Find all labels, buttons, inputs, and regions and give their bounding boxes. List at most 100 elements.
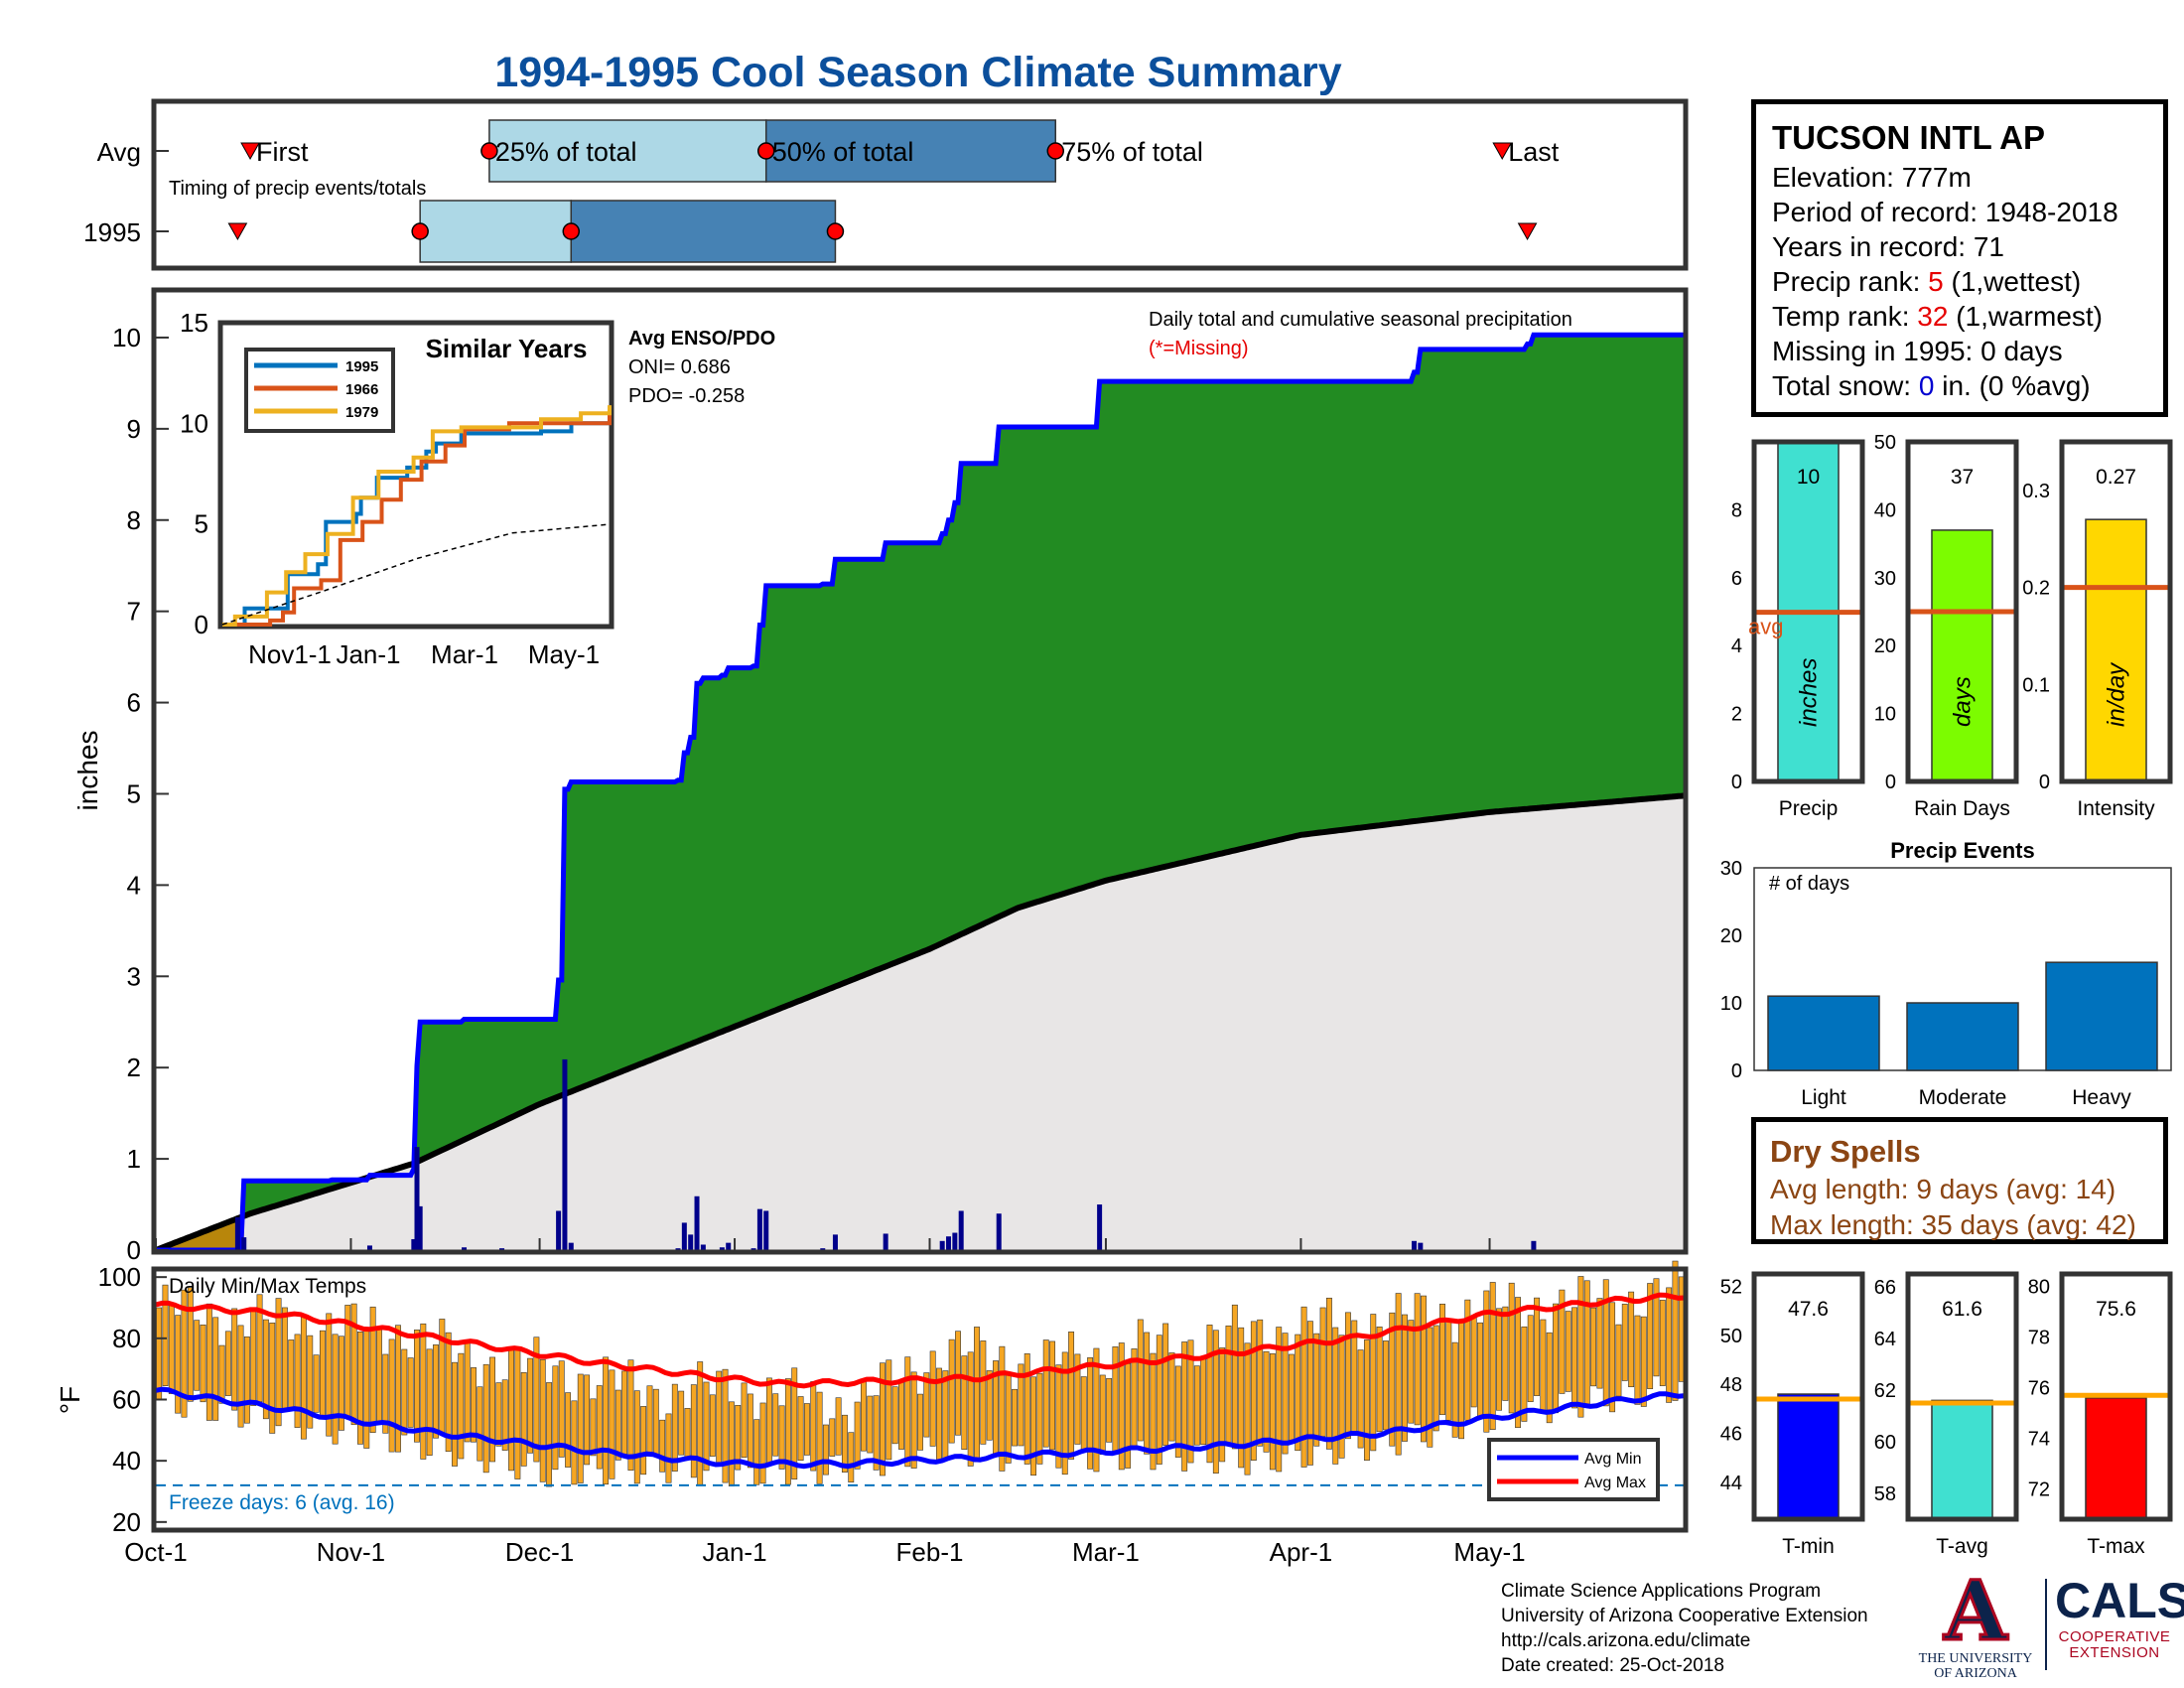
inset-x-tick-label: Nov1-1 <box>248 639 332 669</box>
t-max-y-tick-label: 80 <box>2028 1277 2050 1299</box>
precip-total-y-tick-label: 4 <box>1731 635 1742 657</box>
daily-temp-bar <box>854 1401 861 1470</box>
daily-temp-bar <box>445 1332 452 1453</box>
daily-temp-bar <box>753 1419 760 1485</box>
timing-year-p50-marker <box>562 222 581 240</box>
daily-temp-bar <box>1325 1297 1332 1450</box>
precip-chart-frame <box>151 287 1689 1255</box>
rain-days-units-label: days <box>1950 676 1977 727</box>
daily-temp-bar <box>508 1347 514 1472</box>
precip-total-frame <box>1751 439 1865 784</box>
daily-temp-bar <box>546 1382 553 1487</box>
precip-y-tick-label: 10 <box>112 323 141 352</box>
daily-temp-bar <box>684 1408 691 1460</box>
precip-y-tick-label: 9 <box>127 414 141 444</box>
inset-legend-label: 1995 <box>345 358 378 375</box>
daily-temp-bar <box>1647 1283 1654 1389</box>
timing-row-year-label: 1995 <box>83 217 141 247</box>
events-bar-light <box>1767 995 1880 1071</box>
daily-temp-bar <box>1445 1320 1452 1421</box>
precip-total-value-label: 10 <box>1797 466 1820 489</box>
t-avg-y-tick-label: 62 <box>1874 1380 1896 1402</box>
precip-total-title: Precip <box>1779 797 1839 820</box>
daily-temp-bar <box>652 1388 659 1456</box>
daily-temp-bar <box>690 1384 697 1478</box>
rain-days-bar <box>1931 529 1993 782</box>
inset-y-tick-label: 15 <box>180 308 208 338</box>
t-avg-frame <box>1905 1271 2019 1522</box>
daily-temp-bar <box>1099 1374 1106 1456</box>
daily-temp-bar <box>1546 1332 1553 1424</box>
daily-temp-bar <box>1269 1352 1276 1471</box>
footer-credits: Climate Science Applications Program Uni… <box>1501 1579 1868 1678</box>
daily-temp-bar <box>558 1360 565 1458</box>
daily-temp-bar <box>1055 1364 1062 1469</box>
daily-temp-bar <box>1483 1290 1490 1433</box>
daily-temp-bar <box>407 1357 414 1428</box>
daily-temp-bar <box>923 1372 930 1438</box>
precip-rank-suffix: (1,wettest) <box>1943 266 2082 297</box>
avg-min-legend-label: Avg Min <box>1584 1451 1642 1468</box>
timing-p50-label: 50% of total <box>772 137 914 167</box>
daily-temp-bar <box>1376 1327 1383 1433</box>
timing-avg-p75-marker <box>1046 142 1065 160</box>
daily-temp-bar <box>369 1306 376 1433</box>
temp-rank-line: Temp rank: 32 (1,warmest) <box>1772 299 2147 334</box>
t-avg-y-tick-label: 64 <box>1874 1329 1896 1350</box>
daily-temp-bar <box>1024 1353 1030 1465</box>
t-min-value-label: 47.6 <box>1788 1298 1829 1321</box>
avg-cumulative-area <box>156 795 1685 1250</box>
daily-temp-bar <box>848 1432 855 1483</box>
daily-temp-bar <box>1634 1315 1641 1405</box>
daily-temp-bar <box>1306 1321 1313 1466</box>
daily-temp-bar <box>747 1393 753 1469</box>
daily-temp-bar <box>1433 1325 1439 1432</box>
daily-temp-bar <box>1187 1339 1194 1464</box>
daily-temp-bar <box>243 1336 250 1424</box>
daily-temp-bar <box>224 1331 231 1396</box>
daily-temp-bar <box>633 1390 640 1484</box>
daily-temp-bar <box>1477 1322 1483 1417</box>
t-max-y-tick-label: 74 <box>2028 1429 2050 1451</box>
daily-temp-bar <box>1590 1307 1597 1387</box>
daily-temp-bar <box>1602 1279 1609 1407</box>
t-max-value-label: 75.6 <box>2096 1298 2136 1321</box>
daily-precip-bar <box>462 1247 468 1250</box>
avg-max-line <box>155 1292 1686 1389</box>
timing-panel: Avg 1995 Timing of precip events/totals … <box>83 98 1689 271</box>
daily-temp-bar <box>275 1298 282 1427</box>
daily-precip-bar <box>939 1240 945 1250</box>
t-min-y-tick-label: 52 <box>1720 1276 1742 1298</box>
daily-temp-bar <box>1225 1325 1232 1446</box>
daily-temp-bar <box>986 1370 993 1441</box>
daily-temp-bar <box>1030 1376 1037 1477</box>
daily-temp-bar <box>829 1418 836 1457</box>
intensity-value-label: 0.27 <box>2096 466 2136 489</box>
timing-row-avg-label: Avg <box>97 137 141 167</box>
daily-temp-bar <box>886 1359 892 1461</box>
daily-temp-bar <box>810 1381 817 1472</box>
daily-temp-bar <box>1408 1320 1415 1424</box>
daily-precip-bar <box>700 1244 706 1250</box>
timing-year-first-marker <box>227 222 248 241</box>
precip-total-y-tick-label: 8 <box>1731 499 1742 521</box>
timing-subtitle: Timing of precip events/totals <box>169 178 426 200</box>
events-bar-heavy <box>2045 961 2158 1071</box>
daily-temp-bar <box>1206 1325 1213 1464</box>
daily-temp-bar <box>703 1381 710 1472</box>
daily-temp-bar <box>816 1391 823 1484</box>
rain-days-frame <box>1905 439 2019 784</box>
temp-legend-box <box>1487 1438 1660 1501</box>
daily-temp-bar <box>1144 1332 1151 1455</box>
daily-precip-bar <box>1418 1242 1424 1250</box>
daily-temp-bar <box>1553 1303 1560 1414</box>
daily-precip-bar <box>562 1058 568 1250</box>
daily-temp-bar <box>1502 1306 1509 1401</box>
precip-rank-prefix: Precip rank: <box>1772 266 1929 297</box>
rain-days-y-tick-label: 20 <box>1874 635 1896 657</box>
precip-y-tick-label: 5 <box>127 778 141 808</box>
daily-temp-bar <box>533 1336 540 1463</box>
daily-precip-bar <box>952 1232 958 1250</box>
temp-rank-suffix: (1,warmest) <box>1948 301 2104 332</box>
daily-temp-bar <box>716 1370 723 1465</box>
